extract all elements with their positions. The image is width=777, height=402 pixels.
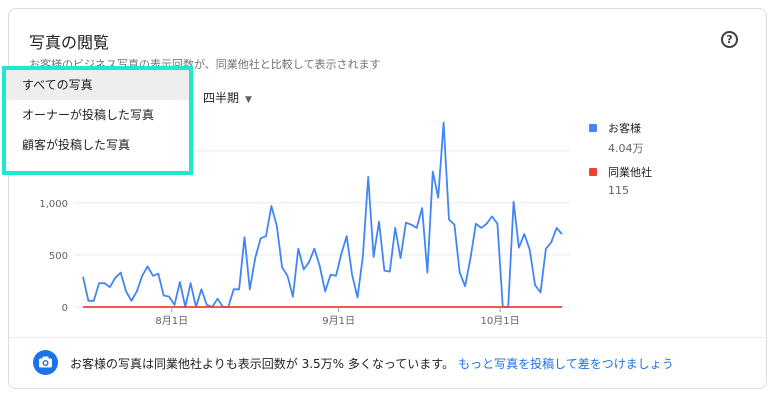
- legend-label-customer: お客様: [608, 122, 641, 135]
- legend-value-competitors: 115: [608, 184, 629, 197]
- camera-icon: [33, 350, 58, 375]
- x-tick-label: 10月1日: [481, 315, 520, 327]
- y-tick-label: 1,000: [39, 199, 68, 210]
- y-tick-label: 0: [62, 303, 68, 314]
- footer-text: お客様の写真は同業他社よりも表示回数が 3.5万% 多くなっています。: [70, 357, 455, 371]
- series-line-customer: [82, 121, 563, 308]
- views-line-chart: 0 500 1,000 8月1日 9月1日 10月1日: [39, 121, 570, 327]
- legend-value-customer: 4.04万: [608, 142, 644, 155]
- card-title: 写真の閲覧: [29, 33, 110, 52]
- x-tick-label: 9月1日: [322, 315, 355, 327]
- dropdown-item-all-photos[interactable]: すべての写真: [6, 70, 189, 100]
- footer-link-post-photos[interactable]: もっと写真を投稿して差をつけましょう: [458, 357, 674, 371]
- photo-views-card: 写真の閲覧 お客様のビジネス写真の表示回数が、同業他社と比較して表示されます ?…: [8, 8, 767, 389]
- help-circle-icon[interactable]: ?: [721, 31, 738, 48]
- legend-swatch-customer: [589, 124, 597, 132]
- photo-type-dropdown: すべての写真 オーナーが投稿した写真 顧客が投稿した写真: [2, 66, 193, 175]
- footer-message: お客様の写真は同業他社よりも表示回数が 3.5万% 多くなっています。 もっと写真…: [70, 355, 674, 372]
- legend-label-competitors: 同業他社: [608, 166, 652, 179]
- period-select-value: 四半期: [203, 91, 240, 105]
- x-tick-label: 8月1日: [155, 315, 188, 327]
- dropdown-item-owner-photos[interactable]: オーナーが投稿した写真: [22, 108, 155, 122]
- caret-down-icon: ▼: [245, 95, 252, 105]
- dropdown-item-customer-photos[interactable]: 顧客が投稿した写真: [22, 138, 131, 152]
- y-tick-label: 500: [49, 251, 68, 262]
- legend-swatch-competitors: [589, 168, 597, 176]
- period-select[interactable]: 四半期 ▼: [203, 89, 252, 106]
- footer-divider: [9, 337, 766, 338]
